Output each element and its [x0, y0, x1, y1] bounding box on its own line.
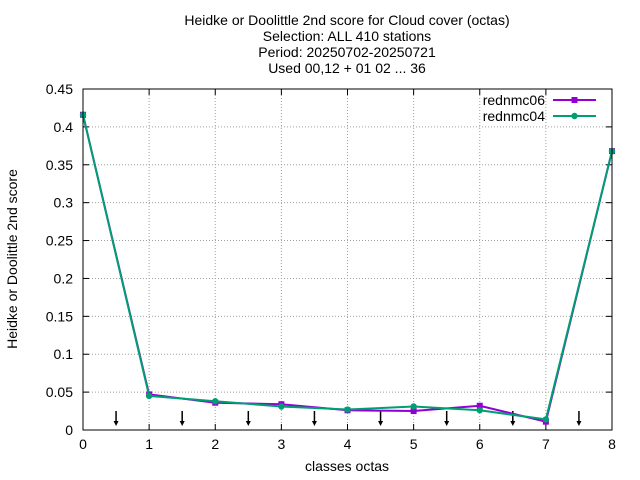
title-line-2: Selection: ALL 410 stations	[263, 28, 431, 44]
y-axis-ticks: 0 0.05 0.1 0.15 0.2 0.25 0.3 0.35 0.4 0.45	[46, 81, 612, 438]
data-point-rednmc04	[278, 403, 285, 410]
data-point-rednmc04	[212, 398, 219, 405]
legend-marker-rednmc06	[571, 97, 578, 103]
y-tick-label: 0	[65, 422, 73, 438]
data-point-rednmc04	[344, 406, 351, 413]
legend-label-rednmc06: rednmc06	[483, 92, 545, 108]
data-point-rednmc04	[476, 407, 483, 414]
y-tick-label: 0.2	[54, 270, 74, 286]
data-point-rednmc06	[410, 408, 417, 415]
arrow-head	[311, 421, 317, 426]
data-point-rednmc04	[145, 392, 153, 400]
y-tick-label: 0.4	[54, 119, 74, 135]
series-line-rednmc06	[82, 114, 613, 423]
x-tick-label: 4	[344, 436, 352, 452]
title-line-1: Heidke or Doolittle 2nd score for Cloud …	[184, 12, 509, 28]
y-tick-label: 0.25	[46, 233, 73, 249]
arrow-head	[113, 421, 119, 426]
grid	[83, 89, 612, 430]
data-point-rednmc04	[542, 416, 550, 423]
y-tick-label: 0.35	[46, 157, 73, 173]
arrow-head	[510, 421, 516, 426]
legend-label-rednmc04: rednmc04	[483, 108, 545, 124]
x-tick-label: 3	[277, 436, 285, 452]
arrow-head	[378, 421, 384, 426]
x-tick-label: 0	[79, 436, 87, 452]
series-layer	[79, 111, 616, 425]
y-tick-label: 0.05	[46, 384, 73, 400]
data-point-rednmc06	[476, 402, 483, 409]
plot-frame	[82, 88, 613, 431]
arrow-head	[245, 421, 251, 426]
chart-title: Heidke or Doolittle 2nd score for Cloud …	[184, 12, 509, 76]
data-point-rednmc04	[410, 403, 417, 410]
legend-marker-rednmc04	[571, 112, 578, 120]
y-tick-label: 0.15	[46, 308, 73, 324]
title-line-4: Used 00,12 + 01 02 ... 36	[268, 60, 426, 76]
x-tick-label: 2	[211, 436, 219, 452]
arrow-head	[444, 421, 450, 426]
x-tick-label: 8	[608, 436, 616, 452]
y-tick-label: 0.3	[54, 195, 74, 211]
x-axis-label: classes octas	[305, 458, 389, 474]
arrow-head	[179, 421, 185, 426]
y-tick-label: 0.1	[54, 346, 74, 362]
arrow-head	[576, 421, 582, 426]
x-tick-label: 1	[145, 436, 153, 452]
x-tick-label: 7	[542, 436, 550, 452]
class-boundary-arrows	[113, 411, 582, 426]
series-line-rednmc04	[82, 114, 613, 421]
title-line-3: Period: 20250702-20250721	[258, 44, 436, 60]
x-tick-label: 5	[410, 436, 418, 452]
y-axis-label: Heidke or Doolittle 2nd score	[4, 169, 20, 349]
x-tick-label: 6	[476, 436, 484, 452]
y-tick-label: 0.45	[46, 81, 73, 97]
